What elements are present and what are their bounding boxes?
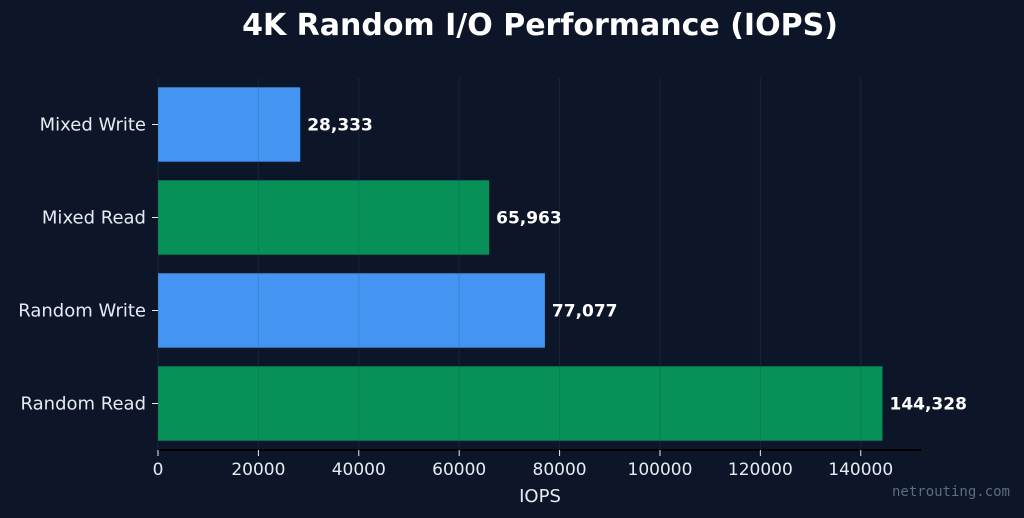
bars — [158, 87, 883, 441]
bar — [158, 180, 490, 255]
x-axis-ticks: 0 20000 40000 60000 80000 100000 120000 140000 — [153, 450, 893, 480]
x-axis-label: IOPS — [519, 486, 561, 507]
x-tick-label: 20000 — [231, 460, 285, 480]
x-tick-label: 0 — [153, 460, 164, 480]
x-tick-label: 60000 — [432, 460, 486, 480]
x-tick-label: 100000 — [628, 460, 693, 480]
category-label: Random Read — [21, 394, 146, 415]
y-axis-categories: Random Read Random Write Mixed Read Mixed W… — [18, 115, 158, 415]
data-label: 77,077 — [552, 302, 618, 322]
x-tick-label: 120000 — [728, 460, 793, 480]
bar — [158, 87, 301, 162]
category-label: Mixed Write — [40, 115, 146, 136]
value-labels: 144,328 77,077 65,963 28,333 — [307, 116, 967, 415]
bar — [158, 273, 545, 348]
data-label: 144,328 — [889, 395, 966, 415]
chart-title: 4K Random I/O Performance (IOPS) — [242, 8, 838, 43]
bar — [158, 366, 883, 441]
data-label: 28,333 — [307, 116, 373, 136]
data-label: 65,963 — [496, 209, 562, 229]
x-tick-label: 40000 — [332, 460, 386, 480]
x-tick-label: 140000 — [828, 460, 893, 480]
x-tick-label: 80000 — [533, 460, 587, 480]
category-label: Random Write — [18, 301, 146, 322]
watermark: netrouting.com — [892, 484, 1010, 500]
grid-overlay — [157, 78, 862, 450]
category-label: Mixed Read — [42, 208, 146, 229]
